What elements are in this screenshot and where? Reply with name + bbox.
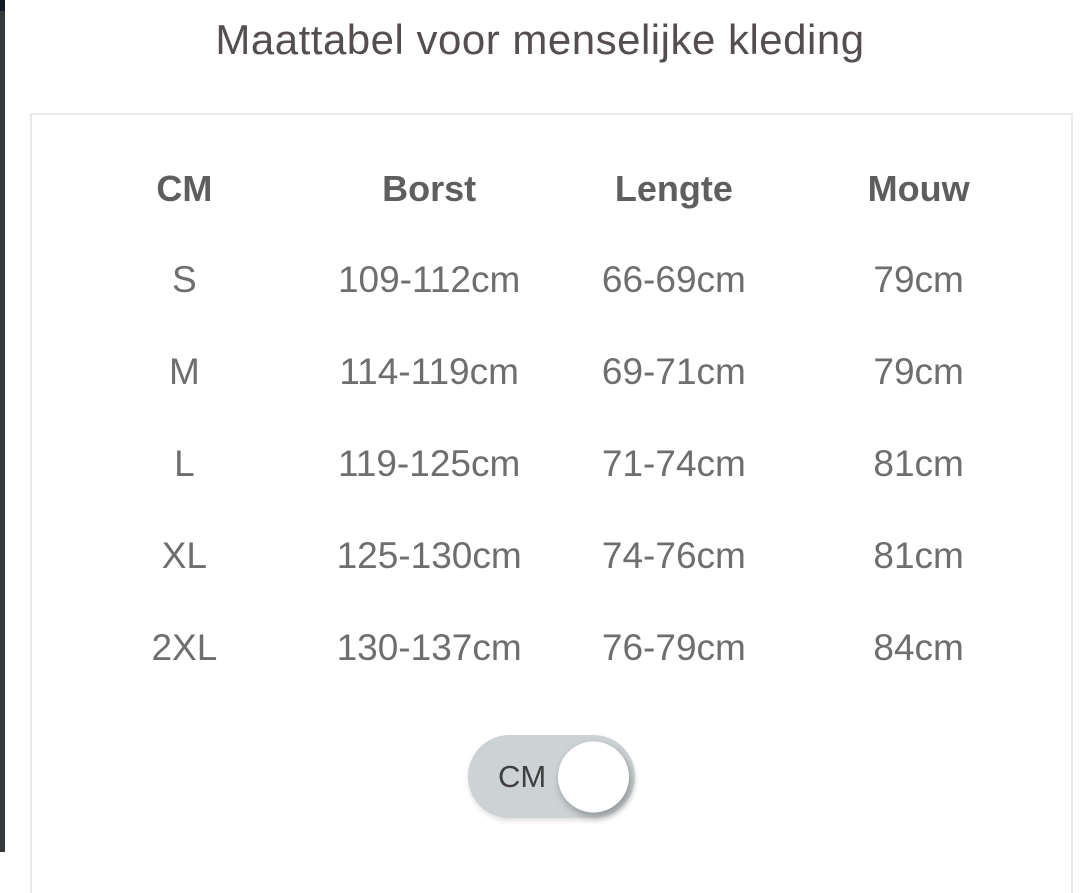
cell-mouw: 79cm [873, 259, 964, 300]
cell-lengte: 71-74cm [601, 443, 746, 484]
cell-size: M [168, 351, 200, 392]
table-row: M 114-119cm 69-71cm 79cm [62, 326, 1041, 418]
size-table: CM Borst Lengte Mouw S 109-112cm 66-69cm… [62, 115, 1041, 694]
cell-mouw: 81cm [873, 443, 964, 484]
cell-lengte: 74-76cm [601, 535, 746, 576]
unit-toggle[interactable]: CM [468, 735, 635, 818]
table-row: L 119-125cm 71-74cm 81cm [62, 418, 1041, 510]
cell-lengte: 76-79cm [601, 627, 746, 668]
cell-borst: 119-125cm [337, 443, 521, 484]
cell-borst: 125-130cm [336, 535, 522, 576]
cell-borst: 109-112cm [337, 259, 521, 300]
column-header-mouw: Mouw [867, 168, 970, 209]
cell-size: L [174, 443, 195, 484]
size-chart-panel: CM Borst Lengte Mouw S 109-112cm 66-69cm… [30, 113, 1073, 893]
toggle-knob[interactable] [558, 741, 629, 812]
screen-edge-cap [0, 0, 5, 11]
cell-mouw: 84cm [873, 627, 964, 668]
cell-size: 2XL [151, 627, 218, 668]
cell-mouw: 81cm [873, 535, 964, 576]
column-header-unit: CM [156, 168, 213, 209]
cell-lengte: 66-69cm [601, 259, 746, 300]
column-header-lengte: Lengte [614, 168, 733, 209]
header-row: CM Borst Lengte Mouw [62, 115, 1041, 234]
table-row: XL 125-130cm 74-76cm 81cm [62, 510, 1041, 602]
cell-lengte: 69-71cm [601, 351, 746, 392]
table-row: 2XL 130-137cm 76-79cm 84cm [62, 602, 1041, 694]
cell-mouw: 79cm [873, 351, 964, 392]
table-row: S 109-112cm 66-69cm 79cm [62, 234, 1041, 326]
toggle-label: CM [498, 758, 547, 794]
page-title: Maattabel voor menselijke kleding [215, 16, 865, 63]
cell-size: S [172, 259, 197, 300]
screen-edge-artifact [0, 0, 5, 852]
column-header-borst: Borst [382, 168, 477, 209]
cell-borst: 130-137cm [336, 627, 522, 668]
cell-size: XL [161, 535, 207, 576]
cell-borst: 114-119cm [339, 351, 519, 392]
